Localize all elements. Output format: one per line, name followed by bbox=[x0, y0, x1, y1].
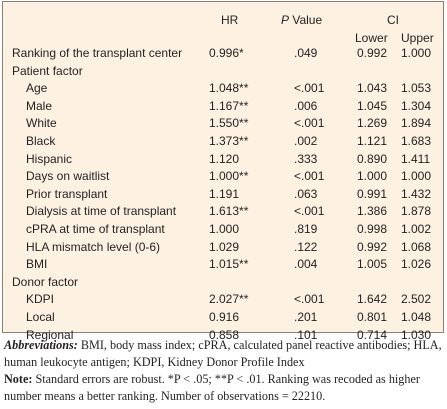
hr-value: 1.550** bbox=[209, 116, 249, 131]
section-label: Patient factor bbox=[12, 63, 83, 78]
row-label: HLA mismatch level (0-6) bbox=[26, 239, 161, 254]
p-value: <.001 bbox=[294, 169, 325, 184]
p-value: .004 bbox=[294, 257, 318, 272]
hr-value: 1.373** bbox=[209, 134, 249, 148]
p-value: <.001 bbox=[294, 292, 325, 307]
ci-upper-value: 1.068 bbox=[401, 239, 432, 254]
hr-value: 1.029 bbox=[209, 239, 240, 254]
row-label: White bbox=[26, 116, 57, 131]
ci-lower-value: 0.801 bbox=[357, 310, 388, 324]
note-title: Note: bbox=[4, 372, 33, 386]
hr-value: 1.000 bbox=[209, 222, 240, 236]
abbreviations-note: Abbreviations: BMI, body mass index; cPR… bbox=[4, 337, 444, 371]
p-value: <.001 bbox=[294, 204, 325, 219]
ci-upper-value: 1.894 bbox=[401, 116, 432, 131]
ci-upper-value: 1.048 bbox=[401, 310, 432, 324]
ci-lower-value: 1.043 bbox=[357, 81, 388, 96]
header-p-value: P Value bbox=[281, 12, 322, 28]
abbreviations-text: BMI, body mass index; cPRA, calculated p… bbox=[4, 338, 442, 369]
p-value: .049 bbox=[294, 46, 318, 60]
ci-lower-value: 0.714 bbox=[357, 327, 388, 342]
row-label: BMI bbox=[26, 257, 48, 272]
results-table: HR P Value CI Lower Upper Ranking of the… bbox=[2, 1, 444, 342]
p-value: .101 bbox=[294, 327, 318, 342]
hr-value: 1.191 bbox=[209, 186, 240, 201]
row-label: Dialysis at time of transplant bbox=[26, 204, 177, 219]
table-footnote: Abbreviations: BMI, body mass index; cPR… bbox=[4, 337, 444, 405]
row-label: Male bbox=[26, 98, 53, 113]
hr-value: 1.120 bbox=[209, 151, 240, 166]
header-upper: Upper bbox=[401, 31, 434, 45]
hr-value: 0.996* bbox=[209, 46, 244, 60]
p-value: .002 bbox=[294, 134, 318, 148]
row-label: Black bbox=[26, 134, 56, 148]
row-label: Prior transplant bbox=[26, 186, 108, 201]
row-label: Age bbox=[26, 81, 48, 96]
abbreviations-title: Abbreviations: bbox=[4, 338, 78, 352]
hr-value: 1.000** bbox=[209, 169, 249, 184]
ci-lower-value: 0.992 bbox=[357, 46, 388, 60]
ci-upper-value: 1.304 bbox=[401, 98, 432, 113]
row-label: cPRA at time of transplant bbox=[26, 222, 165, 236]
header-hr: HR bbox=[221, 13, 239, 27]
statistics-note: Note: Standard errors are robust. *P < .… bbox=[4, 371, 444, 405]
hr-value: 1.048** bbox=[209, 81, 249, 96]
ci-lower-value: 1.642 bbox=[357, 292, 388, 307]
header-value-word: Value bbox=[289, 13, 323, 27]
ci-lower-value: 1.000 bbox=[357, 169, 388, 184]
ci-upper-value: 1.053 bbox=[401, 81, 432, 96]
header-p-letter: P bbox=[281, 13, 290, 27]
p-value: .201 bbox=[294, 310, 318, 324]
ci-lower-value: 1.121 bbox=[357, 134, 388, 148]
section-label: Ranking of the transplant center bbox=[12, 46, 183, 60]
hr-value: 2.027** bbox=[209, 292, 249, 307]
ci-upper-value: 1.683 bbox=[401, 134, 432, 148]
ci-upper-value: 1.878 bbox=[401, 204, 432, 219]
row-label: Local bbox=[26, 310, 55, 324]
hr-value: 1.015** bbox=[209, 257, 249, 272]
row-label: KDPI bbox=[26, 292, 55, 307]
ci-lower-value: 1.269 bbox=[357, 116, 388, 131]
row-label: Days on waitlist bbox=[26, 169, 110, 184]
ci-lower-value: 1.045 bbox=[357, 98, 388, 113]
hr-value: 1.167** bbox=[209, 98, 249, 113]
ci-lower-value: 0.890 bbox=[357, 151, 388, 166]
hr-value: 0.916 bbox=[209, 310, 240, 324]
p-value: .006 bbox=[294, 98, 318, 113]
ci-lower-value: 1.386 bbox=[357, 204, 388, 219]
ci-upper-value: 1.026 bbox=[401, 257, 432, 272]
hr-value: 0.858 bbox=[209, 327, 240, 342]
ci-lower-value: 0.991 bbox=[357, 186, 388, 201]
ci-lower-value: 0.998 bbox=[357, 222, 388, 236]
note-text: Standard errors are robust. *P < .05; **… bbox=[4, 372, 420, 403]
ci-upper-value: 1.411 bbox=[401, 151, 431, 166]
row-label: Regional bbox=[26, 327, 74, 342]
ci-upper-value: 1.000 bbox=[401, 169, 432, 184]
p-value: .333 bbox=[294, 151, 318, 166]
ci-upper-value: 1.000 bbox=[401, 46, 432, 60]
p-value: .819 bbox=[294, 222, 318, 236]
section-label: Donor factor bbox=[12, 274, 79, 289]
p-value: <.001 bbox=[294, 81, 325, 96]
hr-value: 1.613** bbox=[209, 204, 249, 219]
row-label: Hispanic bbox=[26, 151, 73, 166]
p-value: .063 bbox=[294, 186, 318, 201]
header-lower: Lower bbox=[355, 31, 388, 45]
header-ci: CI bbox=[387, 13, 399, 27]
ci-upper-value: 1.030 bbox=[401, 327, 432, 342]
ci-upper-value: 1.002 bbox=[401, 222, 432, 236]
ci-upper-value: 2.502 bbox=[401, 292, 432, 307]
p-value: <.001 bbox=[294, 116, 325, 131]
ci-lower-value: 0.992 bbox=[357, 239, 388, 254]
ci-upper-value: 1.432 bbox=[401, 186, 432, 201]
ci-lower-value: 1.005 bbox=[357, 257, 388, 272]
p-value: .122 bbox=[294, 239, 318, 254]
